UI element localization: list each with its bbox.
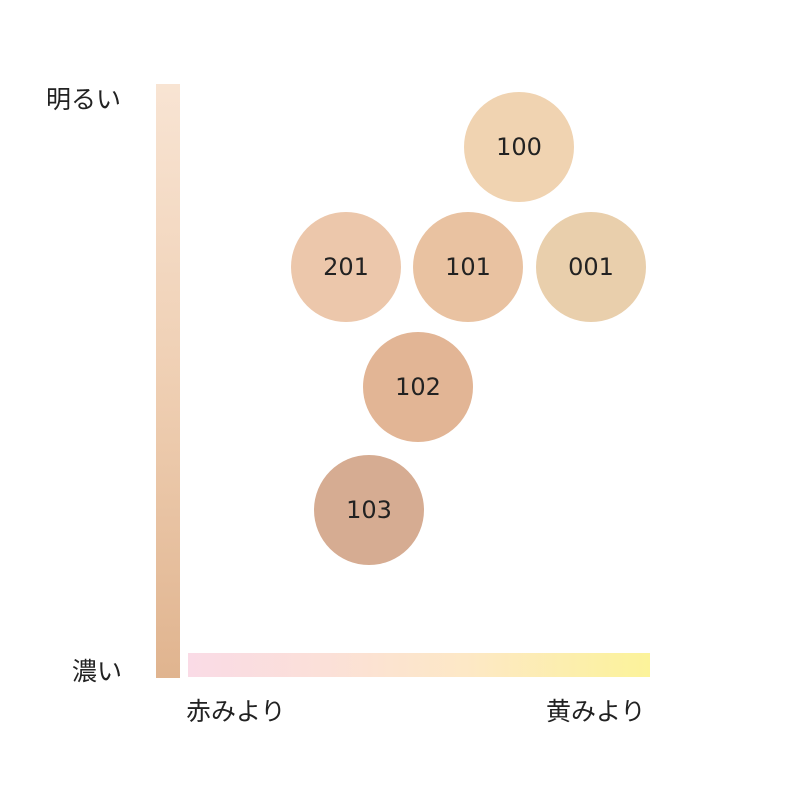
shade-201: 201 — [291, 212, 401, 322]
label-yellowish: 黄みより — [546, 697, 646, 726]
shade-code: 100 — [496, 133, 542, 161]
shade-101: 101 — [413, 212, 523, 322]
shade-103: 103 — [314, 455, 424, 565]
shade-code: 101 — [445, 253, 491, 281]
undertone-gradient-bar — [188, 653, 650, 677]
shade-code: 103 — [346, 496, 392, 524]
label-reddish: 赤みより — [186, 697, 286, 726]
shade-code: 001 — [568, 253, 614, 281]
shade-code: 102 — [395, 373, 441, 401]
shade-code: 201 — [323, 253, 369, 281]
label-bright: 明るい — [46, 85, 122, 114]
shade-001: 001 — [536, 212, 646, 322]
label-dark: 濃い — [72, 657, 123, 686]
shade-102: 102 — [363, 332, 473, 442]
shade-100: 100 — [464, 92, 574, 202]
brightness-gradient-bar — [156, 84, 180, 678]
